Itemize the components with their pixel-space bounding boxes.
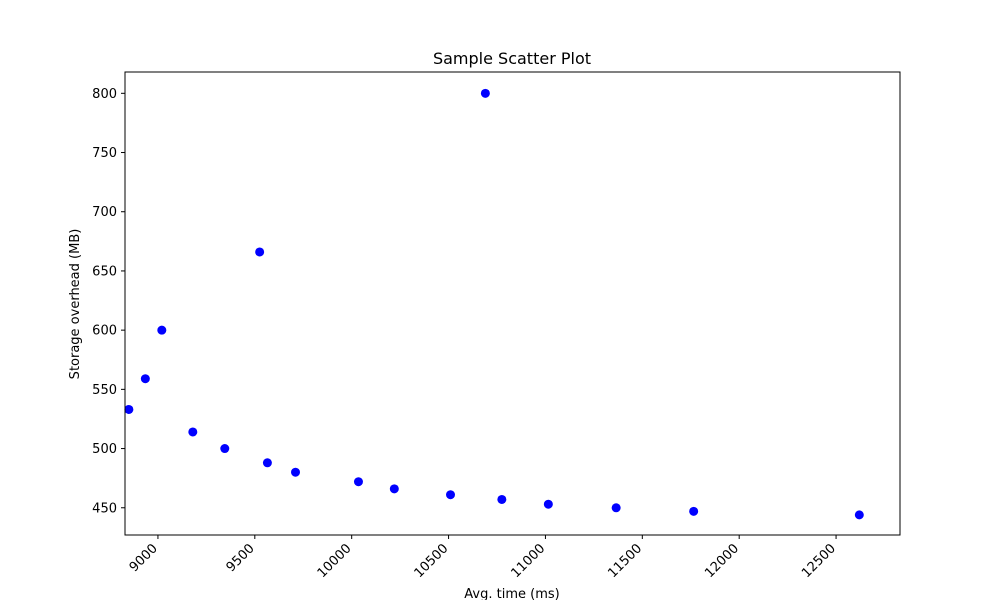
data-point: [157, 325, 167, 335]
y-tick-label: 800: [92, 87, 117, 102]
x-tick-label: 11500: [605, 541, 645, 581]
axis-ticks: 450 500 550 600 650 700 750 800 9000 9500 10000 105…: [92, 87, 839, 581]
x-tick-label: 12000: [702, 541, 742, 581]
plot-area-frame: [124, 71, 901, 536]
y-tick-label: 500: [92, 442, 117, 457]
x-tick-label: 10000: [315, 541, 355, 581]
data-point: [480, 88, 490, 98]
x-axis-label: Avg. time (ms): [464, 587, 559, 600]
data-point: [389, 484, 399, 494]
data-point: [497, 494, 507, 504]
data-point: [854, 510, 864, 520]
data-point: [124, 404, 134, 414]
y-axis-label: Storage overhead (MB): [68, 229, 83, 380]
data-point: [188, 427, 198, 437]
data-point: [291, 467, 300, 477]
x-tick-label: 12500: [799, 541, 839, 581]
data-point: [262, 458, 272, 468]
y-tick-label: 450: [92, 501, 117, 516]
y-tick-label: 550: [92, 383, 117, 398]
x-tick-label: 9500: [224, 541, 258, 575]
x-tick-label: 9000: [127, 541, 161, 575]
y-tick-label: 750: [92, 146, 117, 161]
data-point: [140, 374, 150, 384]
x-tick-label: 10500: [412, 541, 452, 581]
chart-title: Sample Scatter Plot: [433, 49, 591, 68]
x-tick-label: 11000: [508, 541, 548, 581]
data-point: [220, 444, 230, 454]
data-point: [255, 247, 265, 257]
data-point: [446, 490, 455, 500]
y-tick-label: 700: [92, 205, 117, 220]
y-tick-label: 600: [92, 324, 117, 339]
data-point: [611, 503, 621, 513]
data-point: [543, 499, 553, 509]
y-tick-label: 650: [92, 264, 117, 279]
data-points: [124, 88, 864, 520]
data-point: [689, 506, 699, 516]
data-point: [353, 477, 363, 487]
